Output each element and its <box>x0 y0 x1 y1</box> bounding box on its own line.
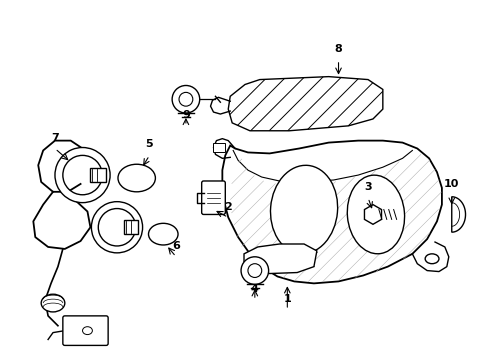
Ellipse shape <box>118 164 155 192</box>
Text: 5: 5 <box>145 139 153 149</box>
Circle shape <box>241 257 268 284</box>
Ellipse shape <box>346 175 404 254</box>
Polygon shape <box>228 77 382 131</box>
Text: 6: 6 <box>172 241 180 251</box>
Bar <box>213 143 225 152</box>
Polygon shape <box>222 141 441 283</box>
Polygon shape <box>244 244 316 274</box>
Text: 1: 1 <box>283 294 291 304</box>
Ellipse shape <box>148 223 178 245</box>
Polygon shape <box>451 197 465 232</box>
Ellipse shape <box>41 294 65 312</box>
Bar <box>90 168 106 182</box>
Text: 9: 9 <box>182 110 189 120</box>
Ellipse shape <box>424 254 438 264</box>
Ellipse shape <box>270 165 337 254</box>
Text: 3: 3 <box>364 182 371 192</box>
FancyBboxPatch shape <box>201 181 225 215</box>
Bar <box>123 220 138 234</box>
Text: 2: 2 <box>224 202 232 212</box>
FancyBboxPatch shape <box>63 316 108 345</box>
Text: 4: 4 <box>250 284 258 294</box>
Circle shape <box>172 85 199 113</box>
Text: 7: 7 <box>51 132 59 143</box>
Text: 8: 8 <box>334 44 342 54</box>
Text: 10: 10 <box>443 179 459 189</box>
